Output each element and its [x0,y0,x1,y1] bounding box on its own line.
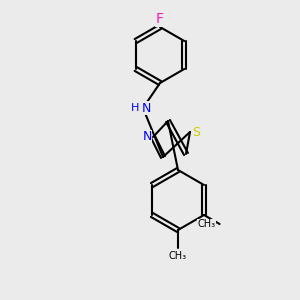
Text: S: S [192,125,200,139]
Text: N: N [142,130,152,143]
Text: F: F [156,12,164,26]
Text: CH₃: CH₃ [169,251,187,261]
Text: H: H [131,103,139,113]
Text: CH₃: CH₃ [197,219,216,229]
Text: N: N [141,101,151,115]
